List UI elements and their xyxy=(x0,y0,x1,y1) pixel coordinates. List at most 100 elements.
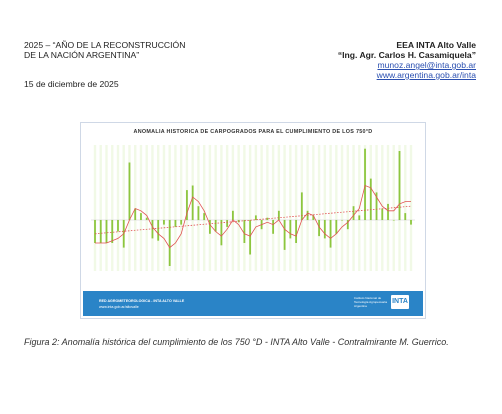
bar-55 xyxy=(410,220,412,225)
bar-7 xyxy=(134,208,137,220)
header-right: EEA INTA Alto Valle “Ing. Agr. Carlos H.… xyxy=(338,40,476,80)
band-19 xyxy=(202,145,206,271)
header-left: 2025 – “AÑO DE LA RECONSTRUCCIÓN DE LA N… xyxy=(24,40,185,60)
bar-34 xyxy=(289,220,292,239)
band-15 xyxy=(179,145,183,271)
bar-45 xyxy=(352,206,355,220)
band-40 xyxy=(323,145,327,271)
chart-title: ANOMALIA HISTORICA DE CARPOGRADOS PARA E… xyxy=(133,129,373,135)
bar-41 xyxy=(329,220,332,248)
moving-average-line xyxy=(95,184,411,249)
bar-43 xyxy=(341,220,343,221)
bar-51 xyxy=(387,203,389,220)
bar-2 xyxy=(105,220,108,243)
bar-27 xyxy=(249,220,252,255)
band-34 xyxy=(289,145,292,271)
bar-6 xyxy=(128,162,131,220)
bar-1 xyxy=(99,220,102,243)
bar-21 xyxy=(214,220,217,232)
band-52 xyxy=(392,145,395,271)
bar-47 xyxy=(364,148,366,220)
bar-54 xyxy=(404,213,407,220)
bar-40 xyxy=(323,220,326,239)
trend-line xyxy=(94,205,412,235)
bar-12 xyxy=(163,220,165,225)
bar-19 xyxy=(203,213,206,220)
bar-15 xyxy=(180,220,183,225)
bar-44 xyxy=(346,220,349,230)
band-20 xyxy=(208,145,212,271)
bar-3 xyxy=(111,220,114,243)
bar-53 xyxy=(398,151,401,220)
band-33 xyxy=(283,145,286,271)
bar-31 xyxy=(272,220,275,234)
email-link[interactable]: munoz.angel@inta.gob.ar xyxy=(377,60,476,70)
bar-13 xyxy=(168,220,171,266)
band-21 xyxy=(214,145,217,271)
band-23 xyxy=(225,145,229,271)
bar-11 xyxy=(157,220,160,241)
band-54 xyxy=(404,145,407,271)
band-39 xyxy=(317,145,321,271)
bar-46 xyxy=(358,215,361,220)
band-35 xyxy=(294,145,298,271)
website-link[interactable]: www.argentina.gob.ar/inta xyxy=(376,70,476,80)
institute-name: Instituto Nacional de Tecnología Agropec… xyxy=(353,296,387,308)
band-44 xyxy=(346,145,349,271)
bar-24 xyxy=(231,210,234,220)
figure-caption: Figura 2: Anomalía histórica del cumplim… xyxy=(24,337,449,347)
bar-49 xyxy=(375,192,378,220)
bar-50 xyxy=(381,208,384,220)
inta-logo: INTA xyxy=(391,295,409,309)
band-2 xyxy=(105,145,108,271)
bar-20 xyxy=(209,220,211,234)
band-1 xyxy=(99,145,102,271)
bar-17 xyxy=(191,185,194,220)
network-label: RED AGROMETEOROLOGICA - INTA ALTO VALLE xyxy=(99,299,185,303)
institute-line1: Instituto Nacional de xyxy=(353,296,382,300)
bar-39 xyxy=(318,220,320,237)
bar-26 xyxy=(243,220,246,243)
year-motto-line1: 2025 – “AÑO DE LA RECONSTRUCCIÓN xyxy=(24,40,186,50)
network-web: www.inta.gob.ar/altovalle xyxy=(99,305,139,309)
band-11 xyxy=(157,145,160,271)
bar-9 xyxy=(145,217,148,220)
org-name: EEA INTA Alto Valle xyxy=(396,40,476,50)
band-25 xyxy=(237,145,240,271)
figure-chart: ANOMALIA HISTORICA DE CARPOGRADOS PARA E… xyxy=(80,122,426,319)
band-50 xyxy=(381,145,384,271)
band-27 xyxy=(248,145,252,271)
band-14 xyxy=(174,145,177,271)
bar-4 xyxy=(117,220,119,232)
document-date: 15 de diciembre de 2025 xyxy=(24,79,119,89)
band-13 xyxy=(168,145,171,271)
bar-36 xyxy=(300,192,303,220)
bar-0 xyxy=(94,220,96,243)
bar-23 xyxy=(226,220,229,227)
band-26 xyxy=(243,145,246,271)
band-37 xyxy=(306,145,309,271)
bar-10 xyxy=(151,220,154,239)
bar-33 xyxy=(283,220,286,250)
band-9 xyxy=(145,145,148,271)
band-12 xyxy=(162,145,166,271)
bar-38 xyxy=(312,215,315,220)
band-43 xyxy=(340,145,344,271)
anomaly-chart xyxy=(91,145,415,271)
bar-18 xyxy=(197,206,200,220)
bar-32 xyxy=(277,210,280,220)
band-0 xyxy=(93,145,97,271)
band-30 xyxy=(266,145,269,271)
band-38 xyxy=(312,145,315,271)
station-name: “Ing. Agr. Carlos H. Casamiquela” xyxy=(337,50,476,60)
band-31 xyxy=(271,145,275,271)
band-41 xyxy=(329,145,332,271)
year-motto-line2: DE LA NACIÓN ARGENTINA” xyxy=(24,50,140,60)
bar-28 xyxy=(254,215,257,220)
bar-22 xyxy=(220,220,223,246)
institute-line2: Tecnología Agropecuaria xyxy=(353,299,387,304)
bar-16 xyxy=(186,190,188,220)
band-5 xyxy=(122,145,125,271)
band-3 xyxy=(111,145,114,271)
band-7 xyxy=(134,145,137,271)
